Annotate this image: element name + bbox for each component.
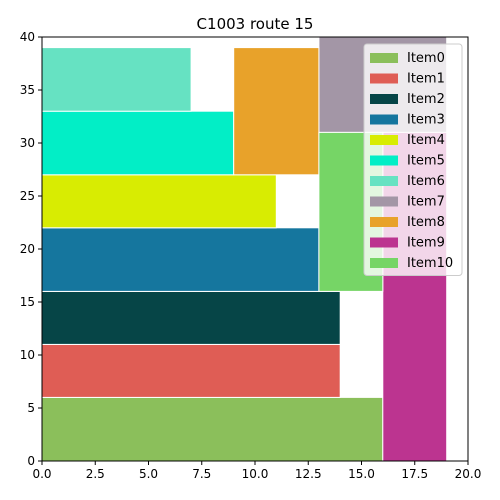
y-tick-label: 35	[20, 83, 35, 97]
legend-swatch-item3	[370, 114, 398, 125]
legend-label-item7: Item7	[407, 195, 445, 210]
legend-label-item2: Item2	[407, 92, 445, 107]
bar-item5	[41, 110, 235, 176]
legend-swatch-item4	[370, 135, 398, 145]
y-tick-label: 25	[20, 189, 35, 203]
legend: Item0 Item1 Item2 Item3 Item4 Item5 Item6 Item7…	[363, 43, 463, 276]
legend-swatch-item10	[370, 258, 398, 268]
legend-swatch-item8	[370, 217, 398, 227]
bar-item4	[41, 174, 277, 229]
x-tick-label: 5.0	[139, 467, 158, 481]
legend-swatch-item1	[370, 73, 398, 84]
x-tick-label: 17.5	[401, 467, 428, 481]
legend-swatch-item7	[370, 196, 398, 207]
legend-label-item6: Item6	[407, 174, 445, 189]
y-axis: 0 5 10 15 20 25 30 35 40	[20, 30, 42, 468]
x-tick-label: 15.0	[348, 467, 375, 481]
legend-label-item5: Item5	[407, 154, 445, 169]
y-tick-label: 10	[20, 348, 35, 362]
bar-item0	[41, 396, 384, 462]
legend-label-item9: Item9	[407, 236, 445, 251]
y-tick-label: 30	[20, 136, 35, 150]
chart-title: C1003 route 15	[197, 15, 314, 33]
y-tick-label: 15	[20, 295, 35, 309]
legend-swatch-item2	[370, 94, 398, 104]
bar-item6	[41, 47, 192, 112]
bar-item1	[41, 343, 341, 398]
x-tick-label: 12.5	[295, 467, 322, 481]
legend-label-item8: Item8	[407, 215, 445, 230]
legend-label-item0: Item0	[407, 51, 445, 66]
legend-label-item1: Item1	[407, 72, 445, 87]
x-axis: 0.0 2.5 5.0 7.5 10.0 12.5 15.0 17.5 20.0	[32, 461, 481, 481]
x-tick-label: 2.5	[86, 467, 105, 481]
legend-label-item10: Item10	[407, 256, 453, 271]
legend-swatch-item9	[370, 237, 398, 248]
x-tick-label: 20.0	[455, 467, 482, 481]
bar-item3	[41, 227, 320, 292]
y-tick-label: 5	[27, 401, 35, 415]
bar-item2	[41, 290, 341, 345]
y-tick-label: 0	[27, 454, 35, 468]
bars-layer	[41, 36, 448, 462]
x-tick-label: 0.0	[32, 467, 51, 481]
y-tick-label: 20	[20, 242, 35, 256]
x-tick-label: 10.0	[242, 467, 269, 481]
legend-swatch-item6	[370, 176, 398, 186]
bar-item8	[233, 47, 320, 176]
legend-label-item3: Item3	[407, 113, 445, 128]
y-tick-label: 40	[20, 30, 35, 44]
legend-label-item4: Item4	[407, 133, 445, 148]
x-tick-label: 7.5	[192, 467, 211, 481]
legend-swatch-item5	[370, 155, 398, 166]
legend-swatch-item0	[370, 53, 398, 63]
